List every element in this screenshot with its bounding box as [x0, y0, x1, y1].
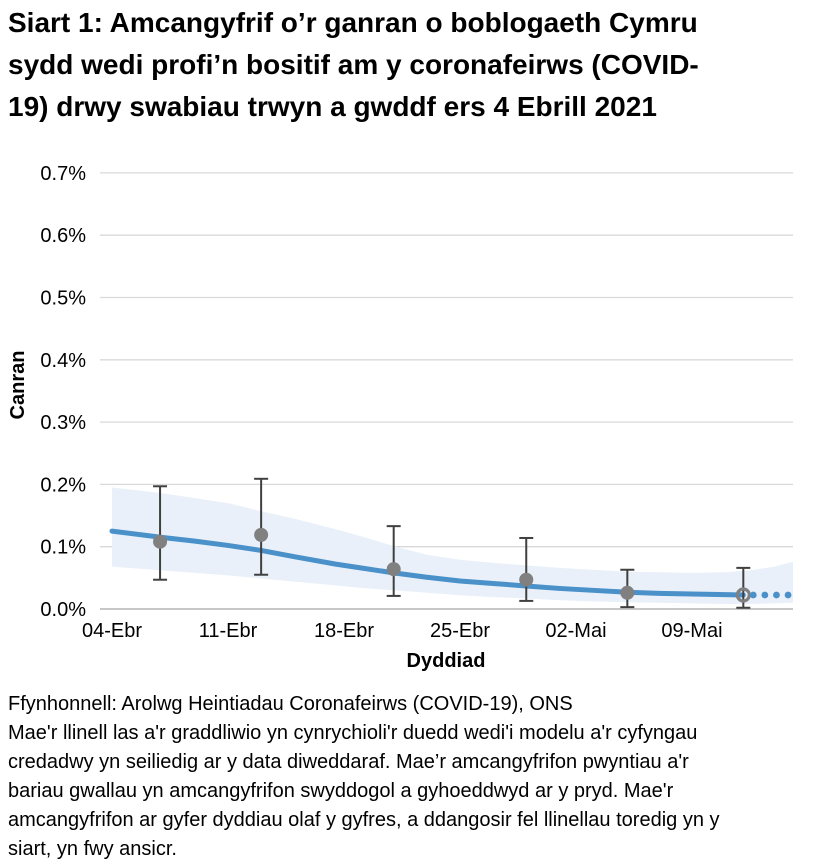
- confidence-band: [112, 487, 794, 605]
- chart-title: Siart 1: Amcangyfrif o’r ganran o boblog…: [8, 2, 808, 128]
- y-tick-label: 0.4%: [40, 350, 86, 372]
- data-point: [620, 585, 635, 600]
- chart-canvas: 0.0% 0.1% 0.2% 0.3% 0.4% 0.5% 0.6% 0.7% 04-Ebr 11…: [7, 163, 794, 672]
- footnote-line: siart, yn fwy ansicr.: [8, 838, 177, 860]
- data-point: [386, 562, 401, 577]
- trend-dotted-dot: [784, 591, 792, 599]
- footnote-line: credadwy yn seiliedig ar y data diweddar…: [8, 751, 689, 773]
- trend-line: [109, 528, 746, 598]
- x-tick-label: 09-Mai: [661, 620, 722, 642]
- footnote-line: bariau gwallau yn amcangyfrifon swyddogo…: [8, 780, 674, 802]
- y-axis-title: Canran: [7, 351, 29, 420]
- y-tick-label: 0.7%: [40, 163, 86, 185]
- trend-dotted-dot: [761, 591, 769, 599]
- data-point: [153, 534, 168, 549]
- x-tick-label: 18-Ebr: [314, 620, 374, 642]
- y-tick-label: 0.2%: [40, 474, 86, 496]
- trend-dotted-dot: [749, 591, 757, 599]
- data-point: [254, 527, 269, 542]
- source-line: Ffynhonnell: Arolwg Heintiadau Coronafei…: [8, 693, 573, 715]
- chart-title-line-2: sydd wedi profi’n bositif am y coronafei…: [8, 49, 699, 80]
- x-tick-label: 11-Ebr: [199, 620, 258, 642]
- y-tick-label: 0.0%: [40, 599, 86, 621]
- trend-dotted-dot: [773, 591, 780, 599]
- chart-footnote: Ffynhonnell: Arolwg Heintiadau Coronafei…: [8, 690, 808, 864]
- x-tick-label: 25-Ebr: [430, 620, 490, 642]
- y-tick-label: 0.1%: [40, 537, 86, 559]
- x-axis-title: Dyddiad: [407, 650, 486, 672]
- x-tick-label: 02-Mai: [545, 620, 606, 642]
- footnote-line: amcangyfrifon ar gyfer dyddiau olaf y gy…: [8, 809, 720, 831]
- chart-title-line-3: 19) drwy swabiau trwyn a gwddf ers 4 Ebr…: [8, 91, 657, 122]
- y-tick-label: 0.3%: [40, 412, 86, 434]
- y-tick-label: 0.5%: [40, 288, 86, 310]
- data-point-open: [735, 587, 751, 603]
- x-tick-label: 04-Ebr: [82, 620, 142, 642]
- footnote-line: Mae'r llinell las a'r graddliwio yn cynr…: [8, 722, 698, 744]
- chart-title-line-1: Siart 1: Amcangyfrif o’r ganran o boblog…: [8, 7, 698, 38]
- y-tick-label: 0.6%: [40, 225, 86, 247]
- data-point: [519, 572, 534, 587]
